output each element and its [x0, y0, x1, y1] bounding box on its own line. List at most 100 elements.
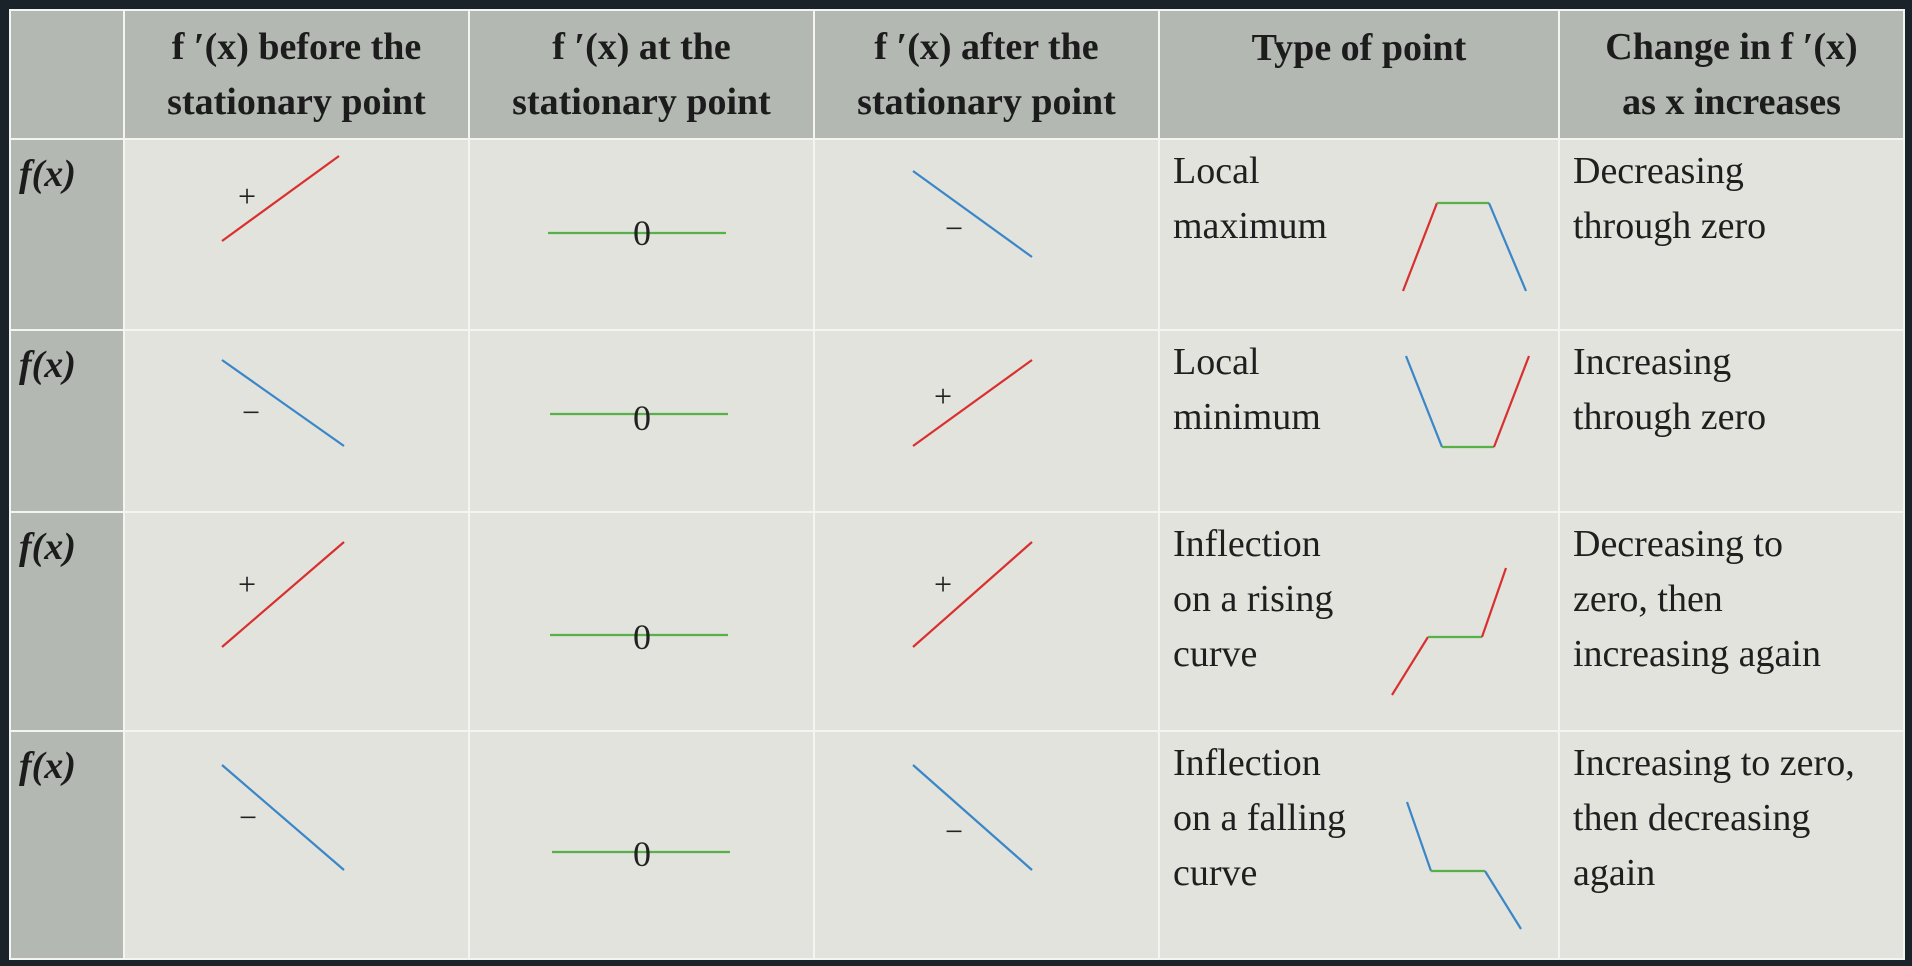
after-sign-label: +: [934, 566, 952, 602]
local-maximum-sketch: [1401, 202, 1528, 292]
type-sketch-segment: [1391, 635, 1429, 696]
after-cell: +: [813, 329, 1160, 513]
zero-label: 0: [633, 398, 651, 438]
type-sketch-segment: [1492, 355, 1531, 448]
change-cell: Increasing to zero, then decreasing again: [1558, 729, 1905, 961]
row-label-cell: f(x): [9, 138, 125, 332]
after-sign-label: −: [945, 210, 963, 246]
before-sketch: +: [221, 540, 345, 648]
before-cell: +: [123, 138, 470, 332]
change-text-line: through zero: [1573, 396, 1767, 439]
change-text: Decreasing through zero: [1573, 144, 1766, 254]
before-sketch: −: [221, 763, 345, 871]
header-before: f ′(x) before the stationary point: [123, 8, 470, 141]
change-text-line: increasing again: [1573, 632, 1821, 675]
before-sign-label: +: [238, 178, 256, 214]
type-text-line: on a falling: [1173, 796, 1347, 839]
type-sketch-segment: [1487, 202, 1528, 292]
row-label: f(x): [19, 153, 76, 196]
type-sketch-segment: [1404, 355, 1444, 448]
type-text-line: curve: [1173, 632, 1258, 675]
after-slope-line: [912, 540, 1033, 648]
type-text: Local maximum: [1173, 144, 1327, 254]
change-text-line: Decreasing to: [1573, 522, 1783, 565]
type-text: Inflection on a rising curve: [1173, 517, 1333, 682]
change-text-line: through zero: [1573, 205, 1767, 248]
table-row: f(x) +0 + Inflection on a rising curve Decreas…: [9, 510, 1905, 732]
stationary-points-table: f ′(x) before the stationary point f ′(x…: [9, 8, 1905, 961]
before-cell: +: [123, 510, 470, 732]
before-slope-line: [221, 155, 340, 243]
type-text-line: Inflection: [1173, 741, 1321, 784]
at-cell: 0: [468, 510, 815, 732]
header-at: f ′(x) at the stationary point: [468, 8, 815, 141]
header-change-line-2: as x increases: [1622, 80, 1841, 123]
after-cell: +: [813, 510, 1160, 732]
header-type: Type of point: [1158, 8, 1560, 141]
zero-label: 0: [633, 617, 651, 657]
after-slope-line: [912, 763, 1033, 871]
type-text-line: on a rising: [1173, 577, 1334, 620]
type-text: Local minimum: [1173, 335, 1321, 445]
change-cell: Decreasing to zero, then increasing again: [1558, 510, 1905, 732]
change-text-line: zero, then: [1573, 577, 1723, 620]
before-sketch: +: [221, 155, 340, 243]
before-slope-line: [221, 359, 345, 448]
rising-inflection-sketch: [1391, 567, 1508, 696]
type-sketch-segment: [1401, 202, 1439, 292]
type-text-line: Local: [1173, 150, 1260, 193]
at-sketch: 0: [552, 834, 730, 874]
table-row: f(x) − 0 + Local minimum Increasing through zer…: [9, 329, 1905, 513]
after-sketch: −: [912, 170, 1033, 259]
after-sketch: +: [912, 359, 1033, 448]
type-sketch-segment: [1405, 801, 1433, 872]
after-slope-line: [912, 170, 1033, 259]
at-cell: 0: [468, 329, 815, 513]
at-cell: 0: [468, 729, 815, 961]
header-type-line-1: Type of point: [1251, 27, 1467, 69]
type-sketch-segment: [1484, 870, 1522, 930]
header-change: Change in f ′(x) as x increases: [1558, 8, 1905, 141]
change-cell: Decreasing through zero: [1558, 138, 1905, 332]
header-after-line-1: f ′(x) after the: [874, 25, 1099, 68]
row-label: f(x): [19, 525, 76, 568]
table-row: f(x) +0 − Local maximum Decreasing through zer…: [9, 138, 1905, 332]
row-label-cell: f(x): [9, 729, 125, 961]
header-before-line-2: stationary point: [167, 80, 426, 123]
change-text-line: then decreasing: [1573, 796, 1811, 839]
type-cell: Local maximum: [1158, 138, 1560, 332]
zero-label: 0: [633, 834, 651, 874]
after-cell: −: [813, 138, 1160, 332]
header-before-line-1: f ′(x) before the: [171, 25, 422, 68]
type-text: Inflection on a falling curve: [1173, 736, 1346, 901]
before-cell: −: [123, 329, 470, 513]
at-sketch: 0: [548, 213, 726, 253]
change-text-line: Decreasing: [1573, 150, 1744, 193]
header-after-line-2: stationary point: [857, 80, 1116, 123]
before-sketch: −: [221, 359, 345, 448]
row-label-cell: f(x): [9, 510, 125, 732]
before-slope-line: [221, 540, 345, 648]
after-sign-label: +: [934, 378, 952, 414]
change-text-line: Increasing: [1573, 341, 1732, 384]
change-text-line: Increasing to zero,: [1573, 741, 1855, 784]
after-cell: −: [813, 729, 1160, 961]
local-minimum-sketch: [1404, 355, 1531, 449]
type-cell: Local minimum: [1158, 329, 1560, 513]
corner-cell: [9, 8, 125, 141]
type-text-line: minimum: [1173, 396, 1321, 439]
before-sign-label: −: [239, 799, 257, 835]
row-label: f(x): [19, 344, 76, 387]
at-sketch: 0: [550, 398, 728, 438]
before-sign-label: −: [242, 394, 260, 430]
at-cell: 0: [468, 138, 815, 332]
at-sketch: 0: [550, 617, 728, 657]
before-sign-label: +: [238, 566, 256, 602]
type-sketch-segment: [1480, 567, 1508, 637]
type-cell: Inflection on a falling curve: [1158, 729, 1560, 961]
change-cell: Increasing through zero: [1558, 329, 1905, 513]
header-change-line-1: Change in f ′(x): [1605, 25, 1858, 68]
table-row: f(x) − 0 − Inflection on a falling curve Increa…: [9, 729, 1905, 961]
after-sign-label: −: [945, 813, 963, 849]
